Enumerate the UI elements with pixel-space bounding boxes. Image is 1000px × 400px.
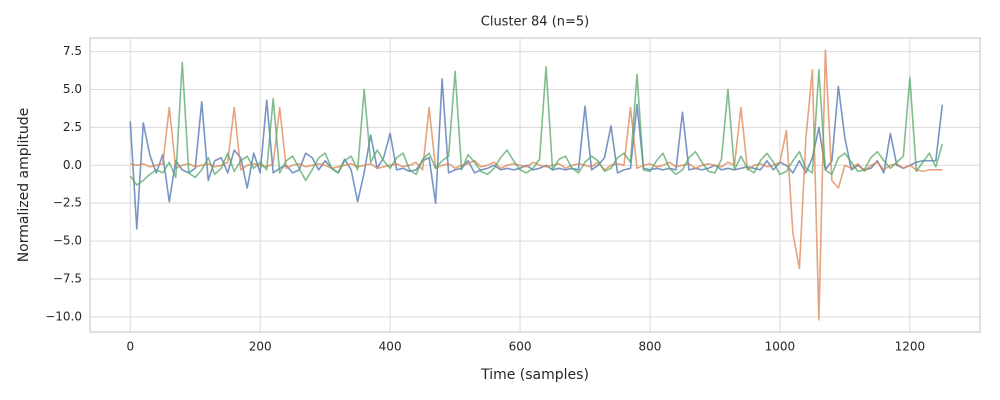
y-tick-label: 7.5: [63, 44, 82, 58]
y-tick-label: −10.0: [45, 309, 82, 323]
x-tick-label: 0: [126, 340, 134, 354]
chart-title: Cluster 84 (n=5): [481, 15, 590, 30]
y-tick-label: −5.0: [53, 234, 82, 248]
x-tick-label: 200: [249, 340, 272, 354]
x-axis-label: Time (samples): [480, 367, 589, 383]
y-axis-label: Normalized amplitude: [16, 108, 32, 263]
x-tick-label: 1200: [895, 340, 926, 354]
plot-frame: [89, 37, 981, 333]
x-tick-label: 400: [379, 340, 402, 354]
x-tick-label: 1000: [765, 340, 796, 354]
series-line: [129, 78, 944, 230]
y-tick-label: 0.0: [63, 158, 82, 172]
y-tick-label: −7.5: [53, 271, 82, 285]
y-tick-label: 5.0: [63, 82, 82, 96]
y-tick-label: 2.5: [63, 120, 82, 134]
x-tick-label: 800: [639, 340, 662, 354]
x-tick-label: 600: [509, 340, 532, 354]
y-tick-label: −2.5: [53, 196, 82, 210]
series-line: [129, 61, 944, 186]
